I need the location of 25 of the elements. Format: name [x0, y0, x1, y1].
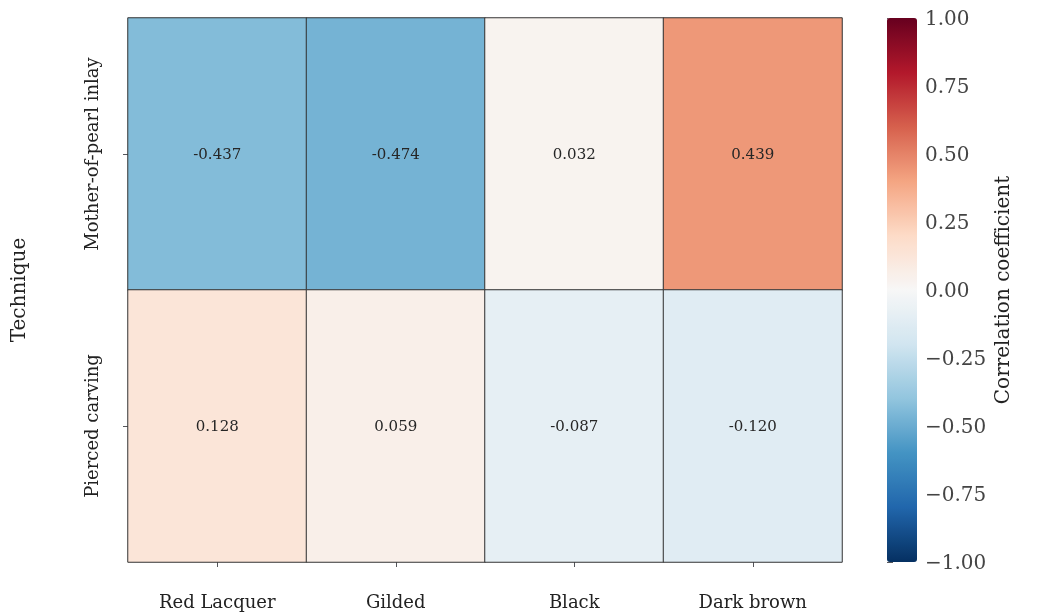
- color-bar-label: −0.75: [925, 482, 987, 506]
- color-bar-label: 0.25: [925, 210, 970, 234]
- data-label: -0.120: [728, 417, 777, 435]
- y-tick-label: Mother-of-pearl inlay: [80, 56, 102, 251]
- data-label: 0.059: [374, 417, 418, 435]
- data-label: -0.474: [371, 145, 420, 163]
- y-axis-title: Technique: [6, 237, 30, 343]
- color-bar-label: −0.25: [925, 346, 987, 370]
- color-bar-label: 1.00: [925, 6, 970, 30]
- y-tick-label: Pierced carving: [80, 354, 102, 498]
- x-tick-label: Gilded: [365, 590, 426, 612]
- data-label: 0.128: [195, 417, 239, 435]
- color-bar-label: −0.50: [925, 414, 987, 438]
- color-bar-label: 0.75: [925, 74, 970, 98]
- x-tick-label: Dark brown: [698, 590, 808, 612]
- data-label: 0.439: [731, 145, 775, 163]
- x-tick-label: Black: [548, 590, 601, 612]
- data-label: -0.087: [550, 417, 599, 435]
- color-bar-label: 0.50: [925, 142, 970, 166]
- color-bar-label: 0.00: [925, 278, 970, 302]
- data-label: 0.032: [552, 145, 596, 163]
- x-tick-label: Red Lacquer: [158, 590, 276, 612]
- data-label: -0.437: [193, 145, 242, 163]
- color-bar-title: Correlation coefficient: [990, 175, 1014, 405]
- color-bar-label: −1.00: [925, 550, 987, 574]
